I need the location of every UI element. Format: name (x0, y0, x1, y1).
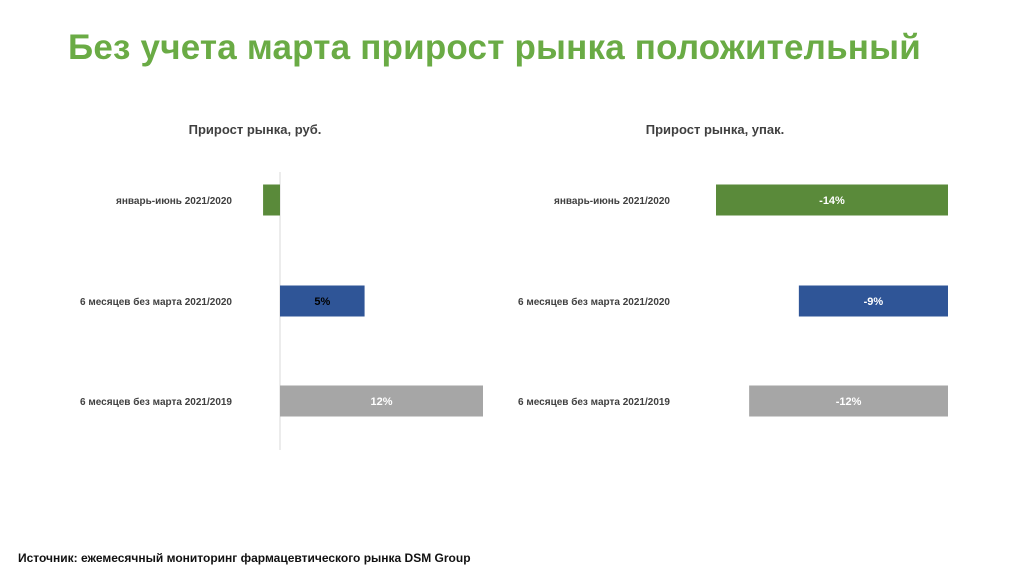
chart-title: Прирост рынка, руб. (188, 122, 322, 137)
chart-market-growth-units: Прирост рынка, упак. январь-июнь 2021/20… (470, 120, 960, 465)
bar (279, 285, 365, 317)
bar (798, 285, 948, 317)
bar (279, 385, 483, 417)
category-label: январь-июнь 2021/2020 (554, 196, 670, 207)
chart-market-growth-rub: Прирост рынка, руб. январь-июнь 2021/202… (10, 120, 500, 465)
data-label: 5% (314, 296, 330, 308)
bar (749, 385, 948, 417)
bar-chart-svg: январь-июнь 2021/2020 -1% 6 месяцев без ма… (80, 172, 483, 450)
slide-title: Без учета марта прирост рынка положитель… (68, 28, 921, 67)
category-label: 6 месяцев без марта 2021/2020 (80, 296, 232, 308)
category-label: 6 месяцев без марта 2021/2019 (518, 396, 670, 408)
data-label: -12% (836, 396, 862, 408)
data-label: -1% (286, 195, 306, 207)
bar-chart-svg: январь-июнь 2021/2020 -14% 6 месяцев без м… (518, 184, 948, 417)
bar (716, 184, 948, 216)
data-label: -9% (864, 296, 884, 308)
bar (263, 184, 280, 216)
data-label: 12% (370, 396, 392, 408)
category-label: 6 месяцев без марта 2021/2019 (80, 396, 232, 408)
data-label: -14% (819, 195, 845, 207)
category-label: 6 месяцев без марта 2021/2020 (518, 296, 670, 308)
chart-title: Прирост рынка, упак. (645, 122, 785, 137)
category-label: январь-июнь 2021/2020 (116, 196, 232, 207)
source-footnote: Источник: ежемесячный мониторинг фармаце… (18, 551, 471, 565)
